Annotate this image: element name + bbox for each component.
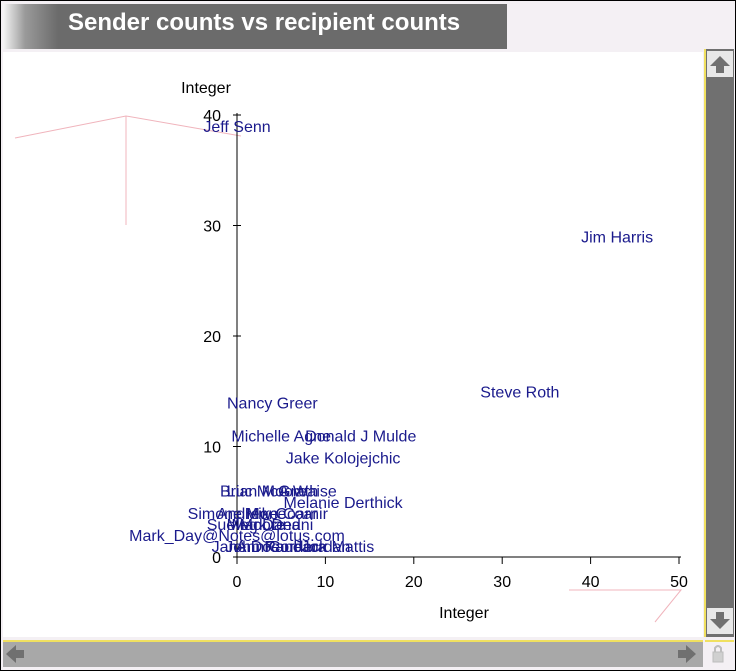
scatter-chart: 0 10 20 30 40 0 10 20 30 40 50 Integer Integer Jeff … (14, 80, 688, 623)
x-tick-label: 0 (233, 574, 242, 591)
data-point-label[interactable]: Meg Dana (227, 517, 301, 534)
data-point-label[interactable]: Sue Moore (207, 517, 285, 534)
data-point-label[interactable]: John Kane (225, 539, 302, 556)
data-point-label[interactable]: Mark_Day@Notes@lotus.com (129, 528, 345, 545)
plot-area: 0 10 20 30 40 0 10 20 30 40 50 Integer Integer Jeff … (3, 52, 703, 637)
data-point-label[interactable]: Melanie Derthick (284, 495, 404, 512)
horizontal-scrollbar[interactable] (3, 640, 703, 667)
scroll-right-button[interactable] (675, 642, 699, 666)
data-point-label[interactable]: Andrew Coarnir (217, 506, 329, 523)
data-point-label[interactable]: A Waise (279, 484, 337, 501)
arrow-down-icon (710, 612, 730, 629)
y-axis-label: Integer (181, 80, 231, 97)
lock-icon (712, 645, 724, 663)
data-point-label[interactable]: Nancy Greer (227, 395, 318, 412)
x-tick-label: 20 (405, 574, 423, 591)
data-point-label[interactable]: Ann Cordera (236, 539, 327, 556)
arrow-right-icon (678, 645, 696, 663)
data-point-label[interactable]: Jim Harris (581, 230, 653, 247)
data-point-label[interactable]: Brian Moore (220, 484, 307, 501)
scroll-down-button[interactable] (707, 608, 733, 634)
scroll-up-button[interactable] (707, 51, 733, 77)
data-point-label[interactable]: Donald J Mulde (305, 428, 416, 445)
decor-line-bottom (569, 589, 683, 623)
title-bar: Sender counts vs recipient counts (3, 4, 507, 49)
data-point-label[interactable]: Michelle Agne (231, 428, 331, 445)
y-tick-label: 30 (203, 219, 221, 236)
data-point-label[interactable]: Jack Mattis (294, 539, 374, 556)
x-axis-label: Integer (439, 605, 489, 622)
data-point-label[interactable]: Jeff Senn (203, 119, 270, 136)
arrow-up-icon (710, 56, 730, 73)
data-point-label[interactable]: Jake Kolojejchic (286, 451, 401, 468)
y-tick-label: 10 (203, 440, 221, 457)
data-point-label[interactable]: Mark Dedni (231, 517, 313, 534)
x-tick-label: 10 (317, 574, 335, 591)
x-tick-label: 50 (670, 574, 688, 591)
y-tick-label: 40 (203, 108, 221, 125)
scroll-corner (705, 640, 734, 668)
data-point-label[interactable]: Luc McGrath (227, 484, 319, 501)
data-point-label[interactable]: Paul Jordan (265, 539, 350, 556)
data-point-label[interactable]: Jane Doe (212, 539, 281, 556)
scroll-left-button[interactable] (3, 642, 27, 666)
decorative-lines (14, 115, 683, 623)
y-tick-label: 0 (212, 550, 221, 567)
data-point-label[interactable]: Simone Mone (188, 506, 287, 523)
data-point-label[interactable]: Steve Roth (480, 384, 559, 401)
axes: 0 10 20 30 40 0 10 20 30 40 50 Integer Integer (181, 80, 688, 622)
x-tick-label: 30 (493, 574, 511, 591)
arrow-left-icon (6, 645, 24, 663)
window-title: Sender counts vs recipient counts (68, 9, 461, 36)
vertical-scrollbar[interactable] (704, 49, 734, 637)
data-points: Jeff Senn Jim Harris Steve Roth Nancy Greer… (129, 119, 653, 556)
y-tick-label: 20 (203, 329, 221, 346)
x-tick-label: 40 (582, 574, 600, 591)
data-point-label[interactable]: Mike Coar (245, 506, 319, 523)
